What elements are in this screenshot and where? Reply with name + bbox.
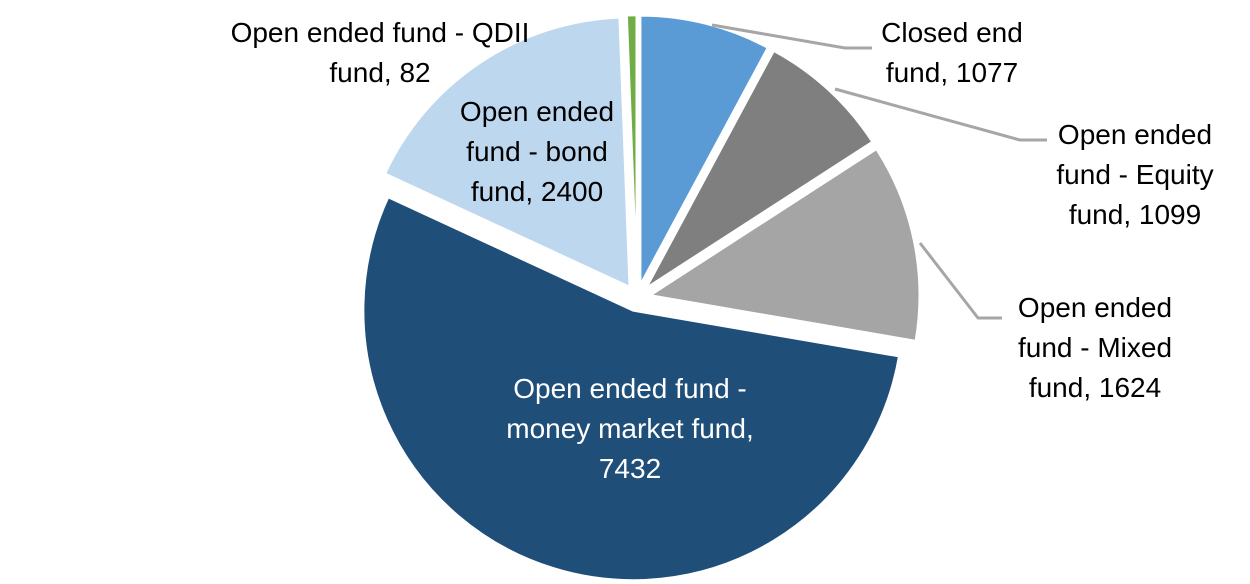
slice-label-open-ended-qdii-fund: Open ended fund - QDII fund, 82 bbox=[231, 13, 530, 93]
slice-label-line: fund, 1099 bbox=[1068, 199, 1202, 230]
pie-slice-open-ended-money-market-fund[interactable] bbox=[361, 195, 901, 582]
slice-label-closed-end-fund: Closed end fund, 1077 bbox=[881, 13, 1023, 93]
pie-slice-open-ended-equity-fund[interactable] bbox=[644, 49, 874, 290]
slice-label-line: Open ended bbox=[1057, 119, 1213, 150]
slice-label-line: fund, 1624 bbox=[1028, 372, 1162, 403]
slice-label-line: Closed end bbox=[881, 17, 1023, 48]
slice-label-line: Open ended bbox=[459, 96, 615, 127]
slice-label-open-ended-money-market-fund: Open ended fund - money market fund, 7432 bbox=[506, 369, 753, 489]
leader-line-open-ended-mixed-fund bbox=[918, 242, 1002, 320]
slice-label-line: Open ended fund - bbox=[513, 373, 747, 404]
pie-slice-closed-end-fund[interactable] bbox=[638, 14, 770, 287]
slice-label-line: 7432 bbox=[598, 453, 662, 484]
pie-slice-open-ended-mixed-fund[interactable] bbox=[648, 147, 921, 343]
slice-label-line: Open ended fund - QDII bbox=[230, 17, 530, 48]
slice-label-line: fund, 2400 bbox=[470, 176, 604, 207]
slice-label-line: fund - Mixed bbox=[1017, 332, 1173, 363]
leader-line-closed-end-fund bbox=[711, 23, 872, 50]
slice-label-line: money market fund, bbox=[506, 413, 754, 444]
slice-label-open-ended-bond-fund: Open ended fund - bond fund, 2400 bbox=[460, 92, 614, 212]
slice-label-line: fund, 82 bbox=[329, 57, 431, 88]
slice-label-open-ended-equity-fund: Open ended fund - Equity fund, 1099 bbox=[1056, 115, 1213, 235]
pie-slice-open-ended-qdii-fund[interactable] bbox=[625, 13, 639, 287]
slice-label-line: fund, 1077 bbox=[885, 57, 1019, 88]
leader-line-open-ended-equity-fund bbox=[834, 87, 1047, 142]
slice-label-line: Open ended bbox=[1017, 292, 1173, 323]
slice-label-open-ended-mixed-fund: Open ended fund - Mixed fund, 1624 bbox=[1018, 288, 1172, 408]
slice-label-line: fund - bond bbox=[466, 136, 608, 167]
slice-label-line: fund - Equity bbox=[1056, 159, 1214, 190]
pie-slice-open-ended-bond-fund[interactable] bbox=[383, 16, 632, 289]
